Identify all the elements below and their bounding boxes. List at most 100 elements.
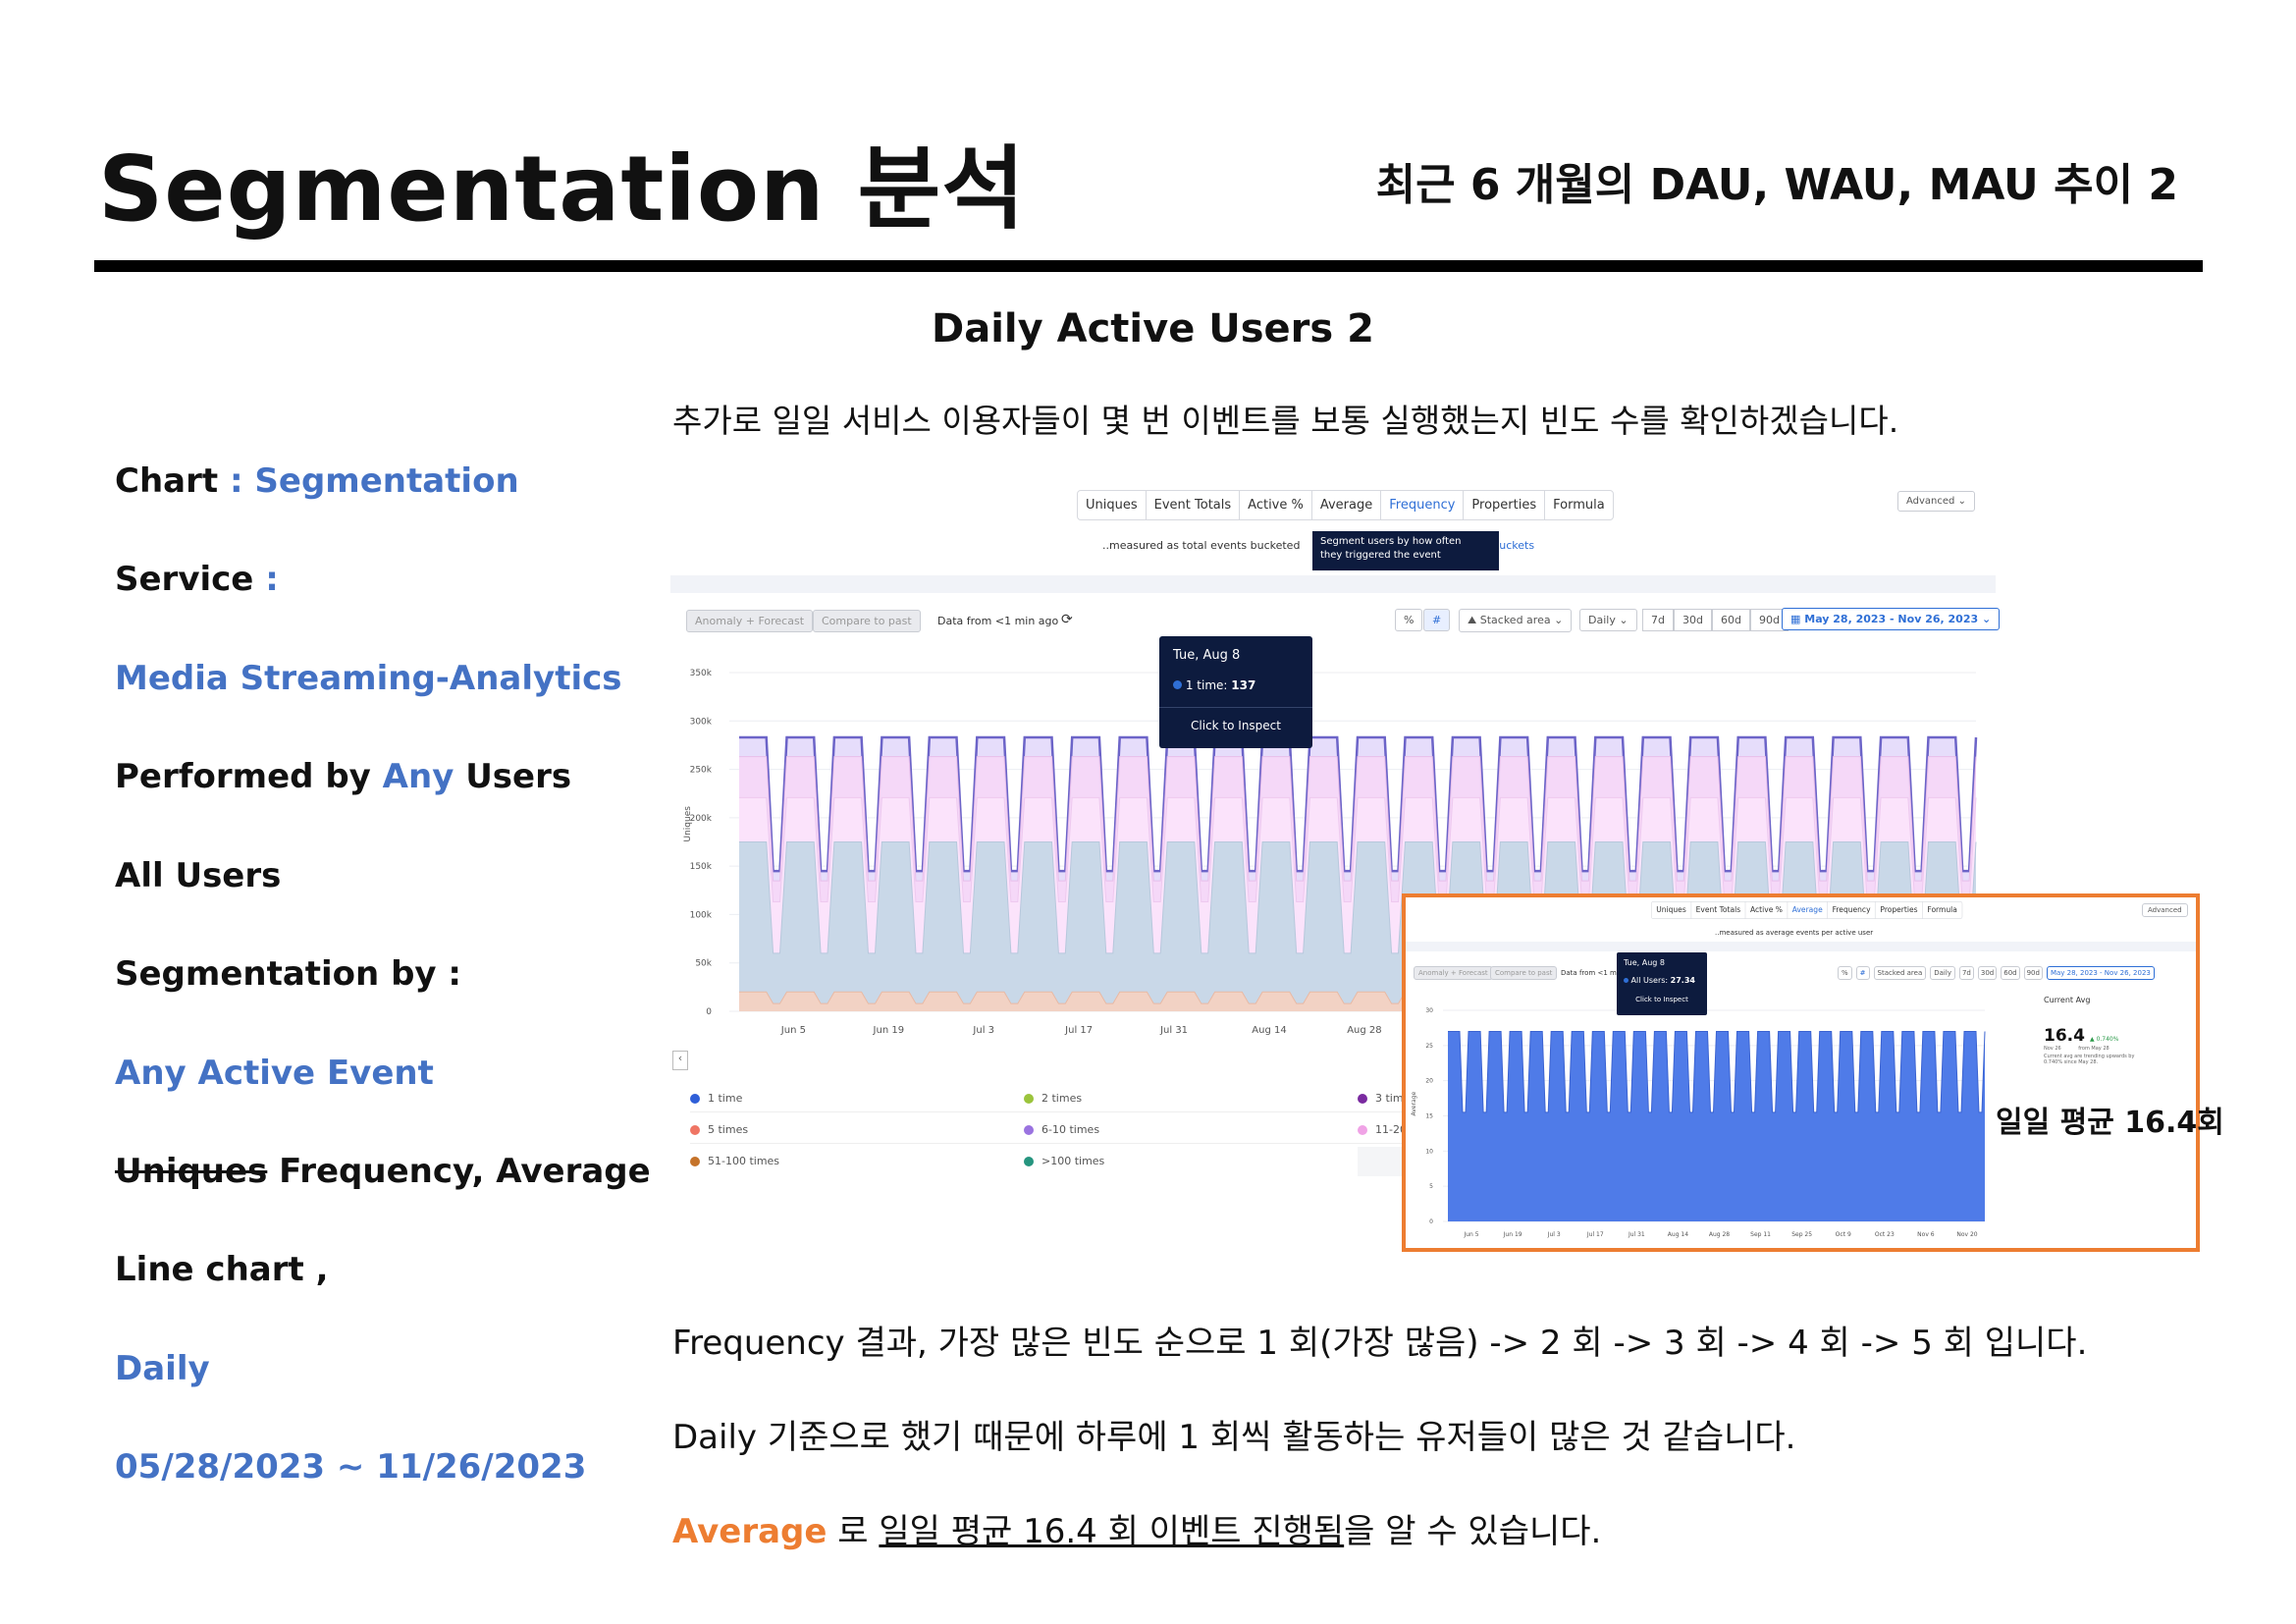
range-30d[interactable]: 30d (1673, 609, 1712, 631)
legend-divider (690, 1143, 1672, 1144)
y-axis-title: Uniques (683, 806, 693, 842)
compare-to-past-button[interactable]: Compare to past (813, 610, 921, 632)
date-range-picker[interactable]: ▦ May 28, 2023 - Nov 26, 2023 ⌄ (1782, 608, 2001, 630)
range-7d[interactable]: 7d (1642, 609, 1674, 631)
daily-basis-text: Daily 기준으로 했기 때문에 하루에 1 회씩 활동하는 유저들이 많은 … (672, 1418, 1796, 1457)
any-active-event: Any Active Event (115, 1054, 434, 1093)
compare-to-past-button[interactable]: Compare to past (1490, 966, 1558, 980)
tab-frequency[interactable]: Frequency (1381, 491, 1465, 519)
intro-text: 추가로 일일 서비스 이용자들이 몇 번 이벤트를 보통 실행했는지 빈도 수를… (672, 402, 1899, 440)
tooltip-line: they triggered the event (1320, 550, 1441, 561)
interval-dropdown[interactable]: Daily (1930, 966, 1955, 980)
range-90d[interactable]: 90d (2023, 966, 2043, 980)
tooltip-line: Segment users by how often (1320, 536, 1462, 547)
legend-item-6-10-times[interactable]: 6-10 times (1024, 1123, 1099, 1136)
tab-uniques[interactable]: Uniques (1078, 491, 1147, 519)
tooltip-date: Tue, Aug 8 (1173, 648, 1241, 663)
tab-event-totals[interactable]: Event Totals (1691, 901, 1746, 919)
line-chart-label: Line chart , (115, 1250, 329, 1289)
layer-upper-line (739, 756, 1977, 882)
average-area (1448, 1031, 1985, 1221)
x-tick-label: Jun 5 (1463, 1231, 1478, 1238)
y-tick-label: 20 (1425, 1078, 1433, 1085)
average-underlined-text: 일일 평균 16.4 회 이벤트 진행됨 (879, 1512, 1345, 1551)
chart-value: : Segmentation (229, 461, 519, 501)
interval-value: Daily (115, 1349, 210, 1388)
tab-properties[interactable]: Properties (1464, 491, 1546, 519)
title-divider (94, 260, 2203, 272)
legend-item-5-times[interactable]: 5 times (690, 1123, 748, 1136)
tooltip-inspect-link[interactable]: Click to Inspect (1635, 996, 1688, 1003)
anomaly-forecast-button[interactable]: Anomaly + Forecast (1414, 966, 1493, 980)
legend-item-2-times[interactable]: 2 times (1024, 1092, 1082, 1105)
header-strip (1406, 942, 2196, 951)
average-highlight: Average (672, 1512, 828, 1551)
section-heading: Daily Active Users 2 (932, 306, 1374, 352)
y-tick-label: 0 (1429, 1218, 1433, 1225)
series-dot (1624, 978, 1629, 983)
x-tick-label: Jul 3 (972, 1025, 994, 1036)
range-buttons: 7d 30d 60d 90d (1642, 609, 1789, 631)
legend-dot (1024, 1124, 1034, 1135)
series-dot (1173, 680, 1182, 689)
x-tick-label: Jul 31 (1159, 1025, 1188, 1036)
y-tick-label: 0 (706, 1007, 712, 1017)
tab-average[interactable]: Average (1788, 901, 1828, 919)
y-tick-label: 30 (1425, 1007, 1433, 1014)
y-tick-label: 350k (690, 669, 713, 678)
tab-active-pct[interactable]: Active % (1240, 491, 1312, 519)
calendar-icon: ▦ (1790, 613, 1801, 625)
date-range-picker[interactable]: May 28, 2023 - Nov 26, 2023 (2046, 966, 2155, 980)
legend-dot (690, 1093, 700, 1104)
tooltip-series-value: 27.34 (1670, 976, 1695, 985)
legend-divider (690, 1111, 1672, 1112)
tab-formula[interactable]: Formula (1553, 498, 1605, 513)
range-60d[interactable]: 60d (1711, 609, 1750, 631)
average-end-text: 을 알 수 있습니다. (1344, 1512, 1602, 1551)
tab-formula[interactable]: Formula (1927, 905, 1957, 915)
x-tick-label: Aug 14 (1668, 1231, 1688, 1238)
range-7d[interactable]: 7d (1958, 966, 1974, 980)
refresh-icon[interactable]: ⟳ (1061, 612, 1073, 627)
tooltip-inspect-link[interactable]: Click to Inspect (1191, 719, 1281, 732)
percent-toggle[interactable]: % (1395, 609, 1423, 631)
chart-type-dropdown[interactable]: ⛰ Stacked area ⌄ (1459, 609, 1573, 632)
chevron-down-icon: ⌄ (1554, 614, 1564, 626)
average-area-chart: 0 5 10 15 20 25 30 Average Jun 5 Jun 19 Jul 3 Jul 1… (1411, 1007, 1986, 1238)
interval-dropdown[interactable]: Daily ⌄ (1579, 609, 1637, 631)
measured-text: ..measured as total events bucketed (1102, 539, 1301, 552)
advanced-button[interactable]: Advanced (2142, 903, 2188, 917)
measured-text: ..measured as average events per active … (1715, 929, 1874, 937)
anomaly-forecast-button[interactable]: Anomaly + Forecast (686, 610, 814, 632)
chart-type-dropdown[interactable]: Stacked area (1873, 966, 1927, 980)
tab-frequency[interactable]: Frequency (1828, 901, 1876, 919)
tab-uniques[interactable]: Uniques (1652, 901, 1691, 919)
current-avg-card: Current Avg 16.4 ▲ 0.740% Nov 26 from Ma… (2044, 996, 2191, 1065)
current-avg-row: 16.4 ▲ 0.740% (2044, 1026, 2191, 1046)
advanced-button[interactable]: Advanced ⌄ (1897, 491, 1975, 512)
legend-item-100-plus-times[interactable]: >100 times (1024, 1155, 1104, 1167)
x-tick-label: Nov 20 (1956, 1231, 1977, 1238)
count-toggle[interactable]: # (1423, 609, 1451, 631)
x-tick-label: Nov 6 (1917, 1231, 1935, 1238)
x-tick-label: Jun 5 (780, 1025, 806, 1036)
x-tick-label: Aug 28 (1709, 1231, 1730, 1238)
percent-toggle[interactable]: % (1838, 966, 1852, 980)
range-90d[interactable]: 90d (1749, 609, 1789, 631)
tab-average[interactable]: Average (1312, 491, 1382, 519)
chevron-down-icon: ⌄ (1957, 496, 1966, 507)
legend-item-1-time[interactable]: 1 time (690, 1092, 742, 1105)
scroll-left-icon[interactable]: ‹ (672, 1051, 688, 1070)
range-60d[interactable]: 60d (2001, 966, 2020, 980)
tab-properties[interactable]: Properties (1876, 901, 1923, 919)
chevron-down-icon: ⌄ (1619, 614, 1629, 626)
legend-label: 1 time (708, 1092, 743, 1105)
tab-active-pct[interactable]: Active % (1745, 901, 1789, 919)
count-toggle[interactable]: # (1855, 966, 1870, 980)
current-avg-change: ▲ 0.740% (2090, 1036, 2119, 1043)
chart-label: Chart (115, 461, 219, 501)
tab-event-totals[interactable]: Event Totals (1147, 491, 1241, 519)
frequency-chart-screenshot: Uniques Event Totals Active % Average Fr… (670, 486, 2001, 1183)
legend-item-51-100-times[interactable]: 51-100 times (690, 1155, 779, 1167)
range-30d[interactable]: 30d (1977, 966, 1998, 980)
